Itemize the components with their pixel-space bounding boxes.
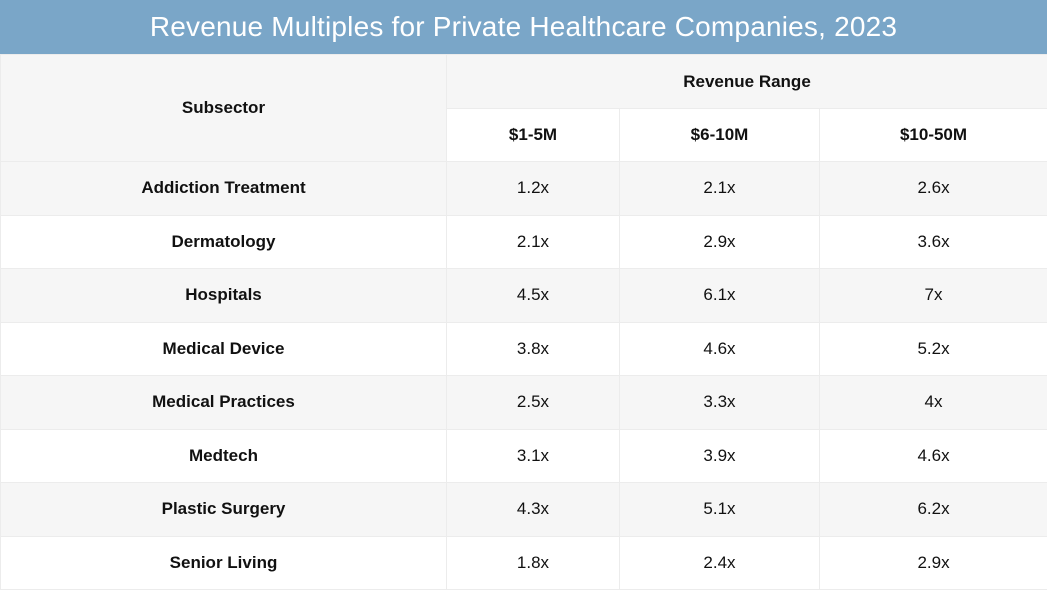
multiple-cell: 3.6x [818, 214, 1047, 269]
table-body: Addiction Treatment 1.2x 2.1x 2.6x Dermatolo… [0, 161, 1047, 590]
multiple-cell: 2.5x [446, 375, 620, 430]
multiple-cell: 5.1x [619, 482, 820, 537]
multiples-table: Subsector Revenue Range $1-5M $6-10M $10… [0, 54, 1047, 590]
subsector-name: Medtech [0, 428, 447, 483]
revenue-range-header: Revenue Range [445, 54, 1047, 109]
column-header: $6-10M [619, 108, 820, 162]
multiple-cell: 2.4x [619, 535, 820, 590]
multiple-cell: 1.2x [446, 161, 620, 216]
column-header: $1-5M [446, 108, 620, 162]
multiple-cell: 3.8x [446, 321, 620, 376]
multiple-cell: 4.3x [446, 482, 620, 537]
table-row: Senior Living 1.8x 2.4x 2.9x [0, 535, 1047, 590]
multiple-cell: 5.2x [818, 321, 1047, 376]
multiple-cell: 4.6x [818, 428, 1047, 483]
table-row: Plastic Surgery 4.3x 5.1x 6.2x [0, 482, 1047, 537]
multiple-cell: 2.6x [818, 161, 1047, 216]
multiple-cell: 6.1x [619, 268, 820, 323]
column-header: $10-50M [818, 108, 1047, 162]
multiple-cell: 2.9x [818, 535, 1047, 590]
subsector-name: Medical Device [0, 321, 447, 376]
table-row: Addiction Treatment 1.2x 2.1x 2.6x [0, 161, 1047, 216]
table-row: Medical Practices 2.5x 3.3x 4x [0, 375, 1047, 430]
subsector-name: Hospitals [0, 268, 447, 323]
subsector-name: Senior Living [0, 535, 447, 590]
multiple-cell: 7x [818, 268, 1047, 323]
subsector-name: Addiction Treatment [0, 161, 447, 216]
subsector-name: Medical Practices [0, 375, 447, 430]
multiple-cell: 4x [818, 375, 1047, 430]
multiple-cell: 4.6x [619, 321, 820, 376]
multiple-cell: 3.3x [619, 375, 820, 430]
table-row: Medical Device 3.8x 4.6x 5.2x [0, 321, 1047, 376]
multiple-cell: 2.9x [619, 214, 820, 269]
table-row: Dermatology 2.1x 2.9x 3.6x [0, 214, 1047, 269]
multiple-cell: 3.9x [619, 428, 820, 483]
multiple-cell: 2.1x [619, 161, 820, 216]
subsector-name: Dermatology [0, 214, 447, 269]
table-row: Medtech 3.1x 3.9x 4.6x [0, 428, 1047, 483]
multiple-cell: 4.5x [446, 268, 620, 323]
multiple-cell: 2.1x [446, 214, 620, 269]
table-row: Hospitals 4.5x 6.1x 7x [0, 268, 1047, 323]
multiple-cell: 6.2x [818, 482, 1047, 537]
chart-title: Revenue Multiples for Private Healthcare… [0, 0, 1047, 54]
multiple-cell: 1.8x [446, 535, 620, 590]
multiple-cell: 3.1x [446, 428, 620, 483]
subsector-name: Plastic Surgery [0, 482, 447, 537]
subsector-header: Subsector [0, 54, 447, 162]
